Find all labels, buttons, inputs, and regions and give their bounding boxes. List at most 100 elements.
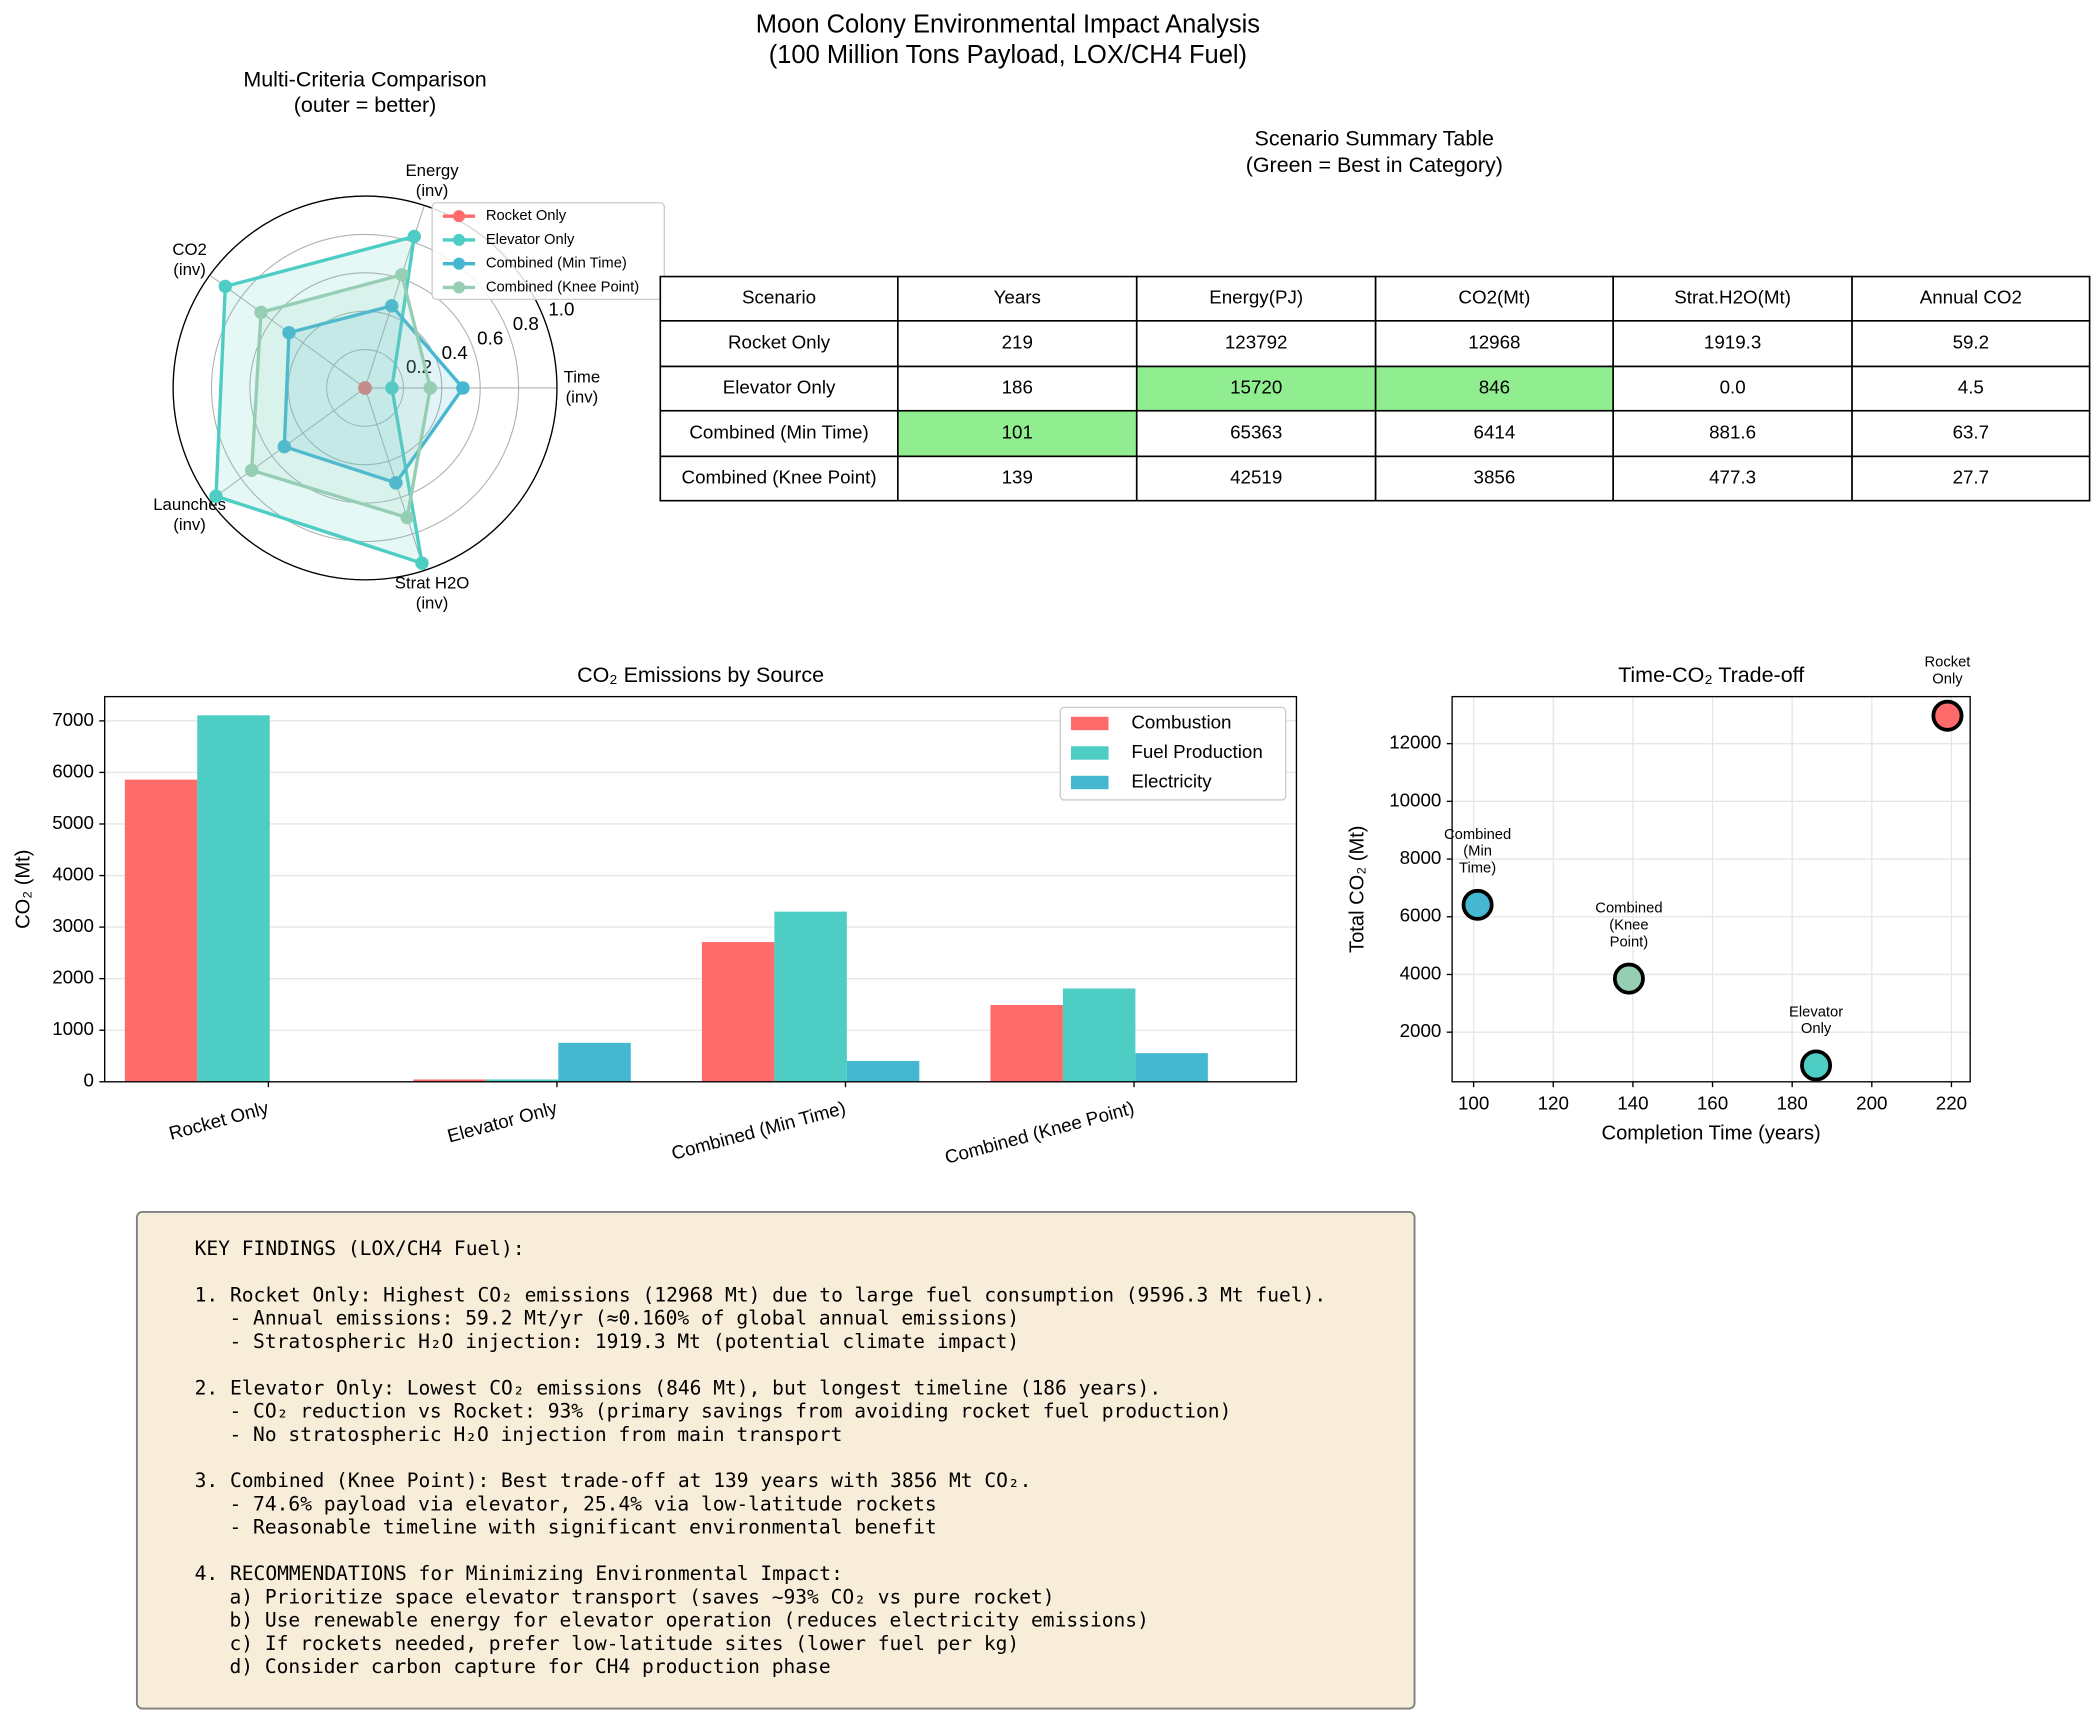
table-text: Elevator Only — [723, 377, 836, 398]
x-tick-label: 220 — [1936, 1093, 1967, 1114]
point-label: Rocket — [1925, 655, 1971, 671]
radar-marker — [385, 299, 399, 313]
table-text: Rocket Only — [728, 332, 831, 353]
figure-subtitle: (100 Million Tons Payload, LOX/CH4 Fuel) — [769, 41, 1247, 69]
y-tick-label: 2000 — [52, 967, 94, 988]
x-tick-label: 140 — [1617, 1093, 1648, 1114]
category-label: (inv) — [566, 387, 599, 406]
table-cell — [1374, 455, 1614, 502]
bar — [197, 715, 270, 1082]
radar-line — [214, 234, 425, 566]
y-tick-label: 4000 — [1400, 962, 1442, 983]
table-text: 6414 — [1474, 422, 1516, 443]
table-cell — [659, 365, 899, 412]
table-text: 15720 — [1230, 377, 1282, 398]
scatter-point — [1931, 699, 1964, 732]
radar-marker — [254, 305, 268, 320]
bar — [124, 779, 198, 1082]
chart-title: CO₂ Emissions by Source — [577, 663, 824, 687]
category-label: Strat H2O — [395, 574, 470, 593]
radar-marker — [407, 229, 421, 244]
table-text: Scenario — [742, 287, 816, 308]
y-tick-label: 8000 — [1400, 847, 1442, 868]
table-text: 42519 — [1230, 466, 1282, 487]
table-text: 59.2 — [1953, 332, 1990, 353]
x-tick-label: Rocket Only — [167, 1097, 272, 1144]
bar — [1135, 1053, 1208, 1082]
r-tick-label: 0.6 — [477, 327, 503, 348]
r-tick-label: 1.0 — [548, 299, 574, 320]
point-label: Only — [1801, 1021, 1832, 1037]
table-cell — [1612, 455, 1853, 502]
table-text: Combined (Knee Point) — [682, 466, 877, 487]
x-tick-label: 160 — [1697, 1093, 1728, 1114]
findings-point: - 74.6% payload via elevator, 25.4% via … — [229, 1492, 936, 1515]
x-tick-label: 120 — [1538, 1093, 1569, 1114]
table-cell — [1851, 275, 2091, 322]
legend-box — [1059, 706, 1287, 801]
findings-point: c) If rockets needed, prefer low-latitud… — [229, 1632, 1019, 1655]
legend-label: Combustion — [1131, 711, 1231, 732]
findings-point: d) Consider carbon capture for CH4 produ… — [229, 1655, 830, 1678]
table-cell — [897, 455, 1138, 502]
table-text: 219 — [1002, 332, 1033, 353]
x-tick-label: Elevator Only — [445, 1097, 560, 1147]
point-label: Point) — [1610, 934, 1649, 950]
y-tick-label: 4000 — [52, 863, 94, 884]
x-axis-label: Completion Time (years) — [1602, 1122, 1821, 1144]
table-text: 27.7 — [1953, 466, 1990, 487]
bar — [701, 942, 775, 1082]
findings-point: b) Use renewable energy for elevator ope… — [229, 1609, 1148, 1632]
point-label: Only — [1932, 671, 1963, 687]
y-tick-label: 7000 — [52, 709, 94, 730]
legend-label: Rocket Only — [486, 208, 567, 224]
table-cell — [1612, 275, 1853, 322]
scatter-point — [1461, 888, 1494, 921]
legend-marker — [452, 281, 466, 294]
bar — [485, 1079, 559, 1082]
table-text: 881.6 — [1709, 422, 1756, 443]
radar-title: (outer = better) — [294, 93, 437, 117]
table-cell — [1851, 365, 2091, 412]
y-tick-label: 10000 — [1389, 789, 1441, 810]
table-text: Strat.H2O(Mt) — [1674, 287, 1791, 308]
radar-area — [284, 305, 463, 483]
radar-marker — [415, 556, 429, 570]
scatter-point — [1612, 962, 1645, 995]
radar-marker — [218, 279, 233, 294]
table-cell — [1135, 365, 1377, 412]
table-text: 12968 — [1468, 332, 1520, 353]
legend-label: Fuel Production — [1131, 741, 1262, 762]
legend-marker — [452, 210, 466, 223]
scatter-point — [1800, 1049, 1833, 1082]
category-label: Launches — [153, 495, 226, 514]
bar — [990, 1004, 1063, 1082]
bar — [1062, 988, 1136, 1082]
radar-marker — [423, 381, 438, 395]
table-cell — [1374, 275, 1614, 322]
radar-title: Multi-Criteria Comparison — [243, 67, 486, 91]
table-text: 0.0 — [1720, 377, 1746, 398]
legend-swatch — [1070, 746, 1109, 760]
table-cell — [1135, 275, 1377, 322]
y-tick-label: 12000 — [1389, 732, 1441, 753]
bar — [846, 1060, 920, 1082]
radar-marker — [358, 381, 372, 395]
category-label: (inv) — [416, 181, 449, 200]
x-tick-label: 180 — [1777, 1093, 1808, 1114]
category-label: (inv) — [416, 594, 449, 613]
table-text: 186 — [1002, 377, 1033, 398]
point-label: Combined — [1595, 901, 1662, 917]
table-cell — [659, 275, 899, 322]
table-text: 1919.3 — [1704, 332, 1761, 353]
legend-label: Elevator Only — [486, 232, 575, 248]
table-text: 123792 — [1225, 332, 1288, 353]
table-text: 63.7 — [1953, 422, 1990, 443]
legend-label: Electricity — [1131, 770, 1212, 791]
table-cell — [659, 320, 899, 368]
x-tick-label: 100 — [1458, 1093, 1489, 1114]
y-tick-label: 2000 — [1400, 1020, 1442, 1041]
findings-heading: 2. Elevator Only: Lowest CO₂ emissions (… — [195, 1376, 1162, 1399]
table-cell — [1851, 455, 2091, 502]
radar-marker — [385, 381, 399, 395]
